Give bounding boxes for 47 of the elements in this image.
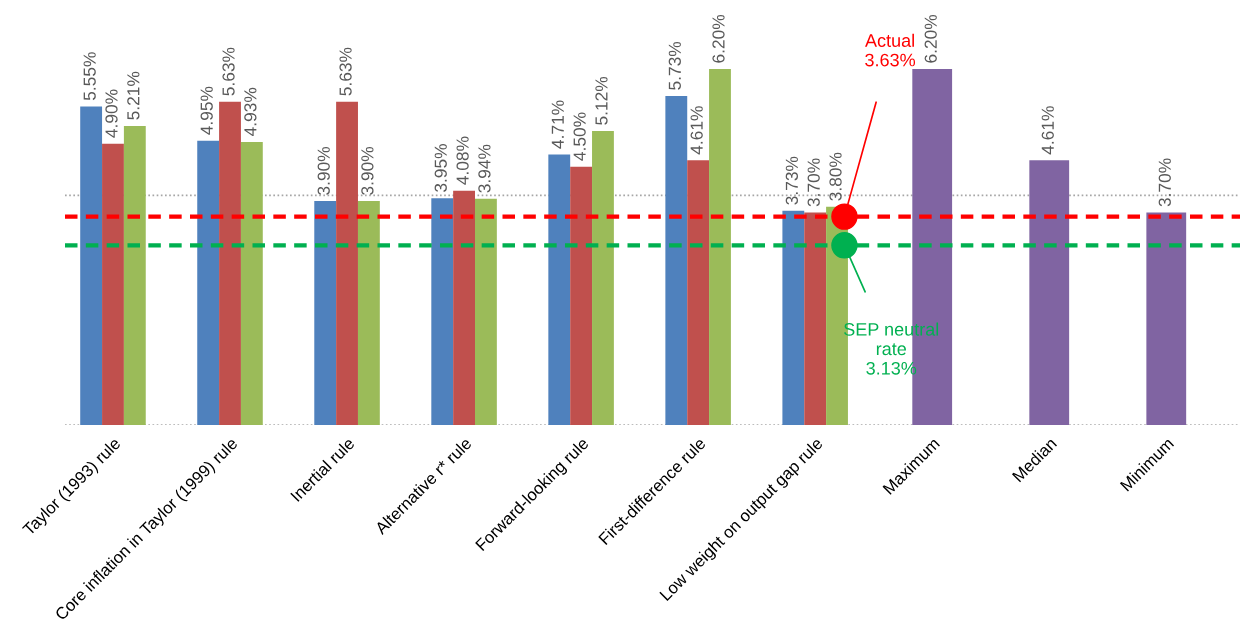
data-label: 4.61% bbox=[1041, 106, 1054, 155]
data-label: 3.80% bbox=[829, 152, 842, 201]
bar bbox=[314, 201, 337, 425]
bar bbox=[102, 143, 124, 425]
data-label: 3.90% bbox=[317, 146, 330, 195]
bar bbox=[453, 190, 475, 425]
data-label: 5.73% bbox=[668, 41, 681, 90]
bar bbox=[709, 69, 731, 425]
bar bbox=[475, 198, 497, 425]
data-label: 3.95% bbox=[434, 144, 447, 193]
data-label: 4.71% bbox=[551, 100, 564, 149]
bar bbox=[687, 160, 710, 425]
bar bbox=[804, 212, 827, 425]
data-label: 4.95% bbox=[200, 86, 213, 135]
data-label: 4.93% bbox=[244, 87, 257, 137]
bar bbox=[240, 141, 263, 425]
data-label: 3.73% bbox=[785, 156, 798, 205]
bar bbox=[219, 101, 241, 425]
bar bbox=[1029, 160, 1070, 425]
data-label: 6.20% bbox=[712, 14, 725, 63]
bar bbox=[431, 198, 454, 425]
data-label: 5.21% bbox=[127, 71, 140, 120]
data-label: 6.20% bbox=[924, 14, 937, 63]
data-label: 5.63% bbox=[222, 47, 235, 96]
data-label: 4.08% bbox=[456, 136, 469, 185]
data-label: 3.94% bbox=[478, 144, 491, 193]
bar bbox=[782, 210, 805, 425]
bar bbox=[336, 101, 358, 425]
bar bbox=[665, 96, 688, 425]
data-label: 4.61% bbox=[690, 106, 703, 155]
data-label: 4.50% bbox=[573, 112, 586, 161]
bar bbox=[1146, 212, 1187, 425]
bar bbox=[570, 166, 593, 425]
data-label: 3.70% bbox=[1158, 158, 1171, 207]
bar bbox=[592, 131, 614, 425]
data-label: 3.70% bbox=[807, 158, 820, 207]
data-label: 3.90% bbox=[361, 146, 374, 195]
bar bbox=[80, 106, 103, 425]
ref-line-label: Actual 3.63% bbox=[865, 33, 916, 67]
data-label: 5.63% bbox=[339, 47, 352, 96]
data-label: 5.55% bbox=[83, 52, 96, 101]
bar bbox=[357, 201, 380, 425]
bar bbox=[197, 140, 220, 425]
bar bbox=[548, 154, 571, 425]
bar bbox=[123, 125, 146, 425]
data-label: 5.12% bbox=[595, 76, 608, 125]
data-label: 4.90% bbox=[105, 89, 118, 138]
